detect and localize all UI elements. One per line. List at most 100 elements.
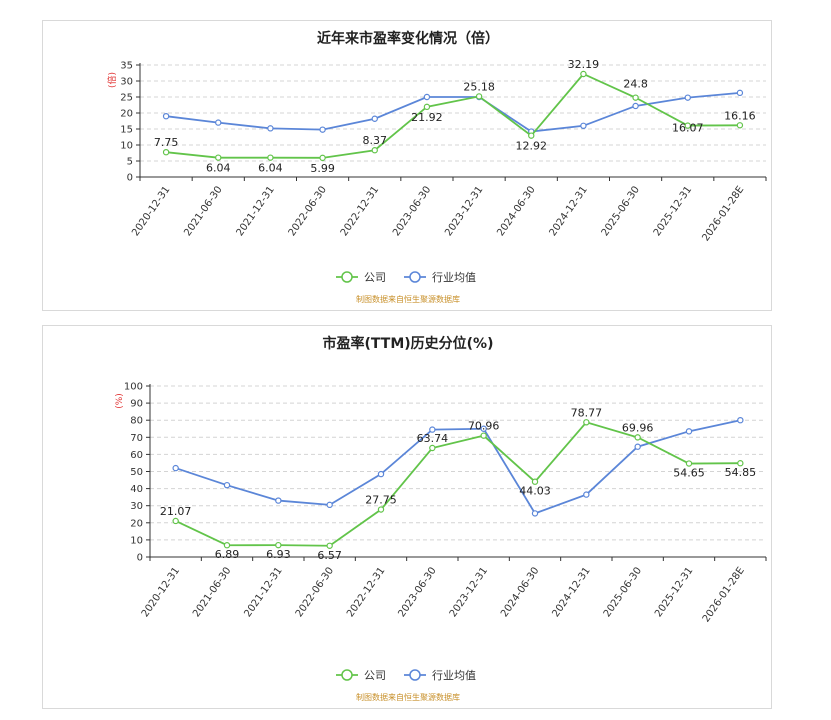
company-data-label: 54.85 xyxy=(725,466,757,479)
industry-point xyxy=(737,416,744,424)
company-data-label: 54.65 xyxy=(673,467,705,480)
y-tick-label: 60 xyxy=(130,450,143,461)
x-tick-label: 2023-06-30 xyxy=(391,184,433,238)
x-tick-label: 2023-12-31 xyxy=(443,184,485,238)
y-tick-label: 90 xyxy=(130,399,143,410)
company-point xyxy=(684,122,691,129)
x-tick-label: 2026-01-28E xyxy=(700,184,746,243)
industry-point xyxy=(580,122,587,130)
industry-point xyxy=(632,102,639,110)
industry-point xyxy=(275,497,282,504)
y-tick-label: 0 xyxy=(137,553,143,564)
y-axis-unit: (倍) xyxy=(106,72,118,88)
pe-percentile-chart: 市盈率(TTM)历史分位(%) (%) 0 10 20 30 40 50 60 70 80 90 100… xyxy=(115,335,767,702)
x-tick-label: 2024-06-30 xyxy=(499,565,541,619)
industry-series-line xyxy=(175,419,741,515)
y-tick-label: 40 xyxy=(130,484,143,495)
x-tick-label: 2025-06-30 xyxy=(600,184,642,238)
company-data-label: 7.75 xyxy=(154,136,179,149)
industry-point xyxy=(172,464,179,472)
source-note: 制图数据来自恒生聚源数据库 xyxy=(356,692,460,702)
company-point xyxy=(267,154,274,161)
x-tick-label: 2023-06-30 xyxy=(396,565,438,619)
company-series-line xyxy=(175,421,741,547)
company-data-label: 6.04 xyxy=(258,162,283,175)
x-tick-label: 2020-12-31 xyxy=(140,565,182,619)
legend-company-label: 公司 xyxy=(364,669,386,682)
industry-point xyxy=(319,126,326,133)
legend-company-marker xyxy=(341,669,353,681)
company-data-label: 12.92 xyxy=(516,140,548,153)
company-point xyxy=(326,542,333,549)
y-tick-label: 30 xyxy=(120,77,133,88)
y-tick-label: 50 xyxy=(130,467,143,478)
industry-point xyxy=(684,94,691,101)
x-tick-label: 2021-06-30 xyxy=(191,565,233,619)
company-data-label: 32.19 xyxy=(568,58,600,71)
industry-point xyxy=(583,491,590,498)
x-tick-label: 2024-12-31 xyxy=(548,184,590,238)
y-tick-label: 80 xyxy=(130,416,143,427)
y-tick-label: 0 xyxy=(127,173,133,184)
industry-point xyxy=(423,93,431,101)
company-point xyxy=(172,517,179,525)
legend-company-marker xyxy=(341,271,353,283)
company-point xyxy=(429,444,436,452)
industry-point xyxy=(685,428,693,435)
industry-point xyxy=(267,125,274,132)
company-data-label: 21.92 xyxy=(411,111,443,124)
company-point xyxy=(223,542,231,549)
company-data-label: 24.8 xyxy=(623,78,648,91)
x-tick-label: 2022-06-30 xyxy=(294,565,336,619)
x-tick-label: 2025-12-31 xyxy=(652,184,694,238)
x-tick-label: 2024-06-30 xyxy=(495,184,537,238)
industry-point xyxy=(326,501,333,509)
company-data-label: 44.03 xyxy=(519,485,551,498)
y-tick-label: 35 xyxy=(120,61,133,72)
x-tick-label: 2025-06-30 xyxy=(602,565,644,619)
y-tick-label: 25 xyxy=(120,93,133,104)
company-data-label: 27.75 xyxy=(365,494,397,507)
company-point xyxy=(528,132,535,139)
company-point xyxy=(634,434,641,441)
pe-trend-panel: 近年来市盈率变化情况（倍） (倍) 0 5 10 15 20 25 30 35 2020-12-31… xyxy=(42,20,772,311)
x-tick-label: 2020-12-31 xyxy=(130,184,172,238)
x-tick-label: 2022-06-30 xyxy=(287,184,329,238)
industry-point xyxy=(215,119,222,126)
industry-point xyxy=(531,510,539,517)
company-point xyxy=(475,93,483,100)
company-point xyxy=(685,460,693,467)
company-data-label: 6.04 xyxy=(206,162,231,175)
x-tick-label: 2021-12-31 xyxy=(242,565,284,619)
company-point xyxy=(371,147,378,154)
company-point xyxy=(583,419,590,426)
company-data-label: 6.93 xyxy=(266,548,291,561)
y-tick-label: 70 xyxy=(130,433,143,444)
company-point xyxy=(632,94,639,101)
chart-title: 近年来市盈率变化情况（倍） xyxy=(317,30,499,47)
company-data-label: 69.96 xyxy=(622,421,654,434)
company-data-label: 5.99 xyxy=(310,162,335,175)
legend-industry-marker xyxy=(409,271,421,283)
y-tick-label: 10 xyxy=(130,535,143,546)
company-point xyxy=(737,460,744,467)
x-tick-label: 2026-01-28E xyxy=(701,565,747,624)
industry-point xyxy=(371,115,378,122)
x-tick-label: 2022-12-31 xyxy=(339,184,381,238)
x-tick-label: 2025-12-31 xyxy=(653,565,695,619)
company-data-label: 70.96 xyxy=(468,420,500,433)
company-point xyxy=(480,432,487,439)
x-tick-label: 2021-06-30 xyxy=(182,184,224,238)
industry-point xyxy=(480,425,487,432)
y-tick-label: 20 xyxy=(120,109,133,120)
x-tick-label: 2024-12-31 xyxy=(550,565,592,619)
company-point xyxy=(215,154,222,161)
pe-percentile-panel: 市盈率(TTM)历史分位(%) (%) 0 10 20 30 40 50 60 70 80 90 100… xyxy=(42,325,772,709)
company-point xyxy=(162,148,170,156)
company-data-label: 21.07 xyxy=(160,505,192,518)
legend-company-label: 公司 xyxy=(364,271,386,284)
y-tick-label: 30 xyxy=(130,501,143,512)
company-data-label: 8.37 xyxy=(363,134,388,147)
legend-industry-marker xyxy=(409,669,421,681)
company-data-label: 6.89 xyxy=(215,548,240,561)
